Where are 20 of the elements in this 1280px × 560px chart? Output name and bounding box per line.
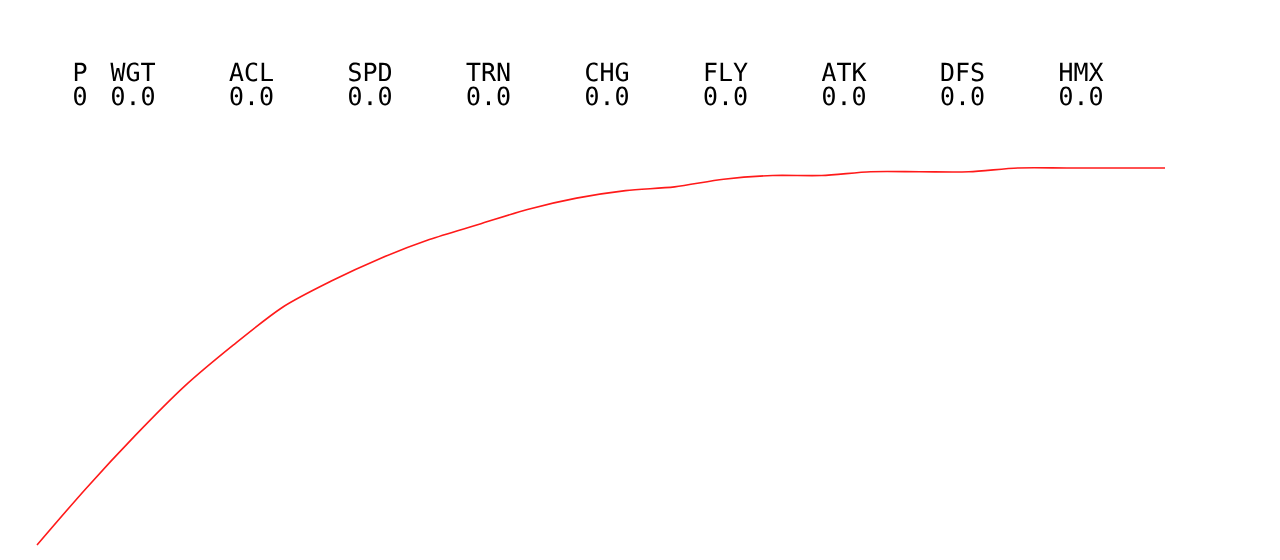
text: TRN [466,62,510,82]
text: 0.0 [230,86,273,106]
text: 0.0 [823,86,865,106]
text: 0.0 [586,86,628,106]
text: HMX [1060,62,1104,82]
text: WGT [110,62,156,82]
text: ATK [821,62,867,82]
text: 0.0 [349,86,391,106]
text: 0 [74,86,86,106]
text: 0.0 [112,86,154,106]
text: SPD [349,62,392,82]
text: ACL [229,62,273,82]
text: 0.0 [1060,86,1102,106]
text: 0.0 [467,86,510,106]
text: 0.0 [704,86,747,106]
text: 0.0 [941,86,984,106]
text: P [74,62,87,82]
text: DFS [941,62,984,82]
text: FLY [705,62,748,82]
text: CHG [586,62,629,82]
